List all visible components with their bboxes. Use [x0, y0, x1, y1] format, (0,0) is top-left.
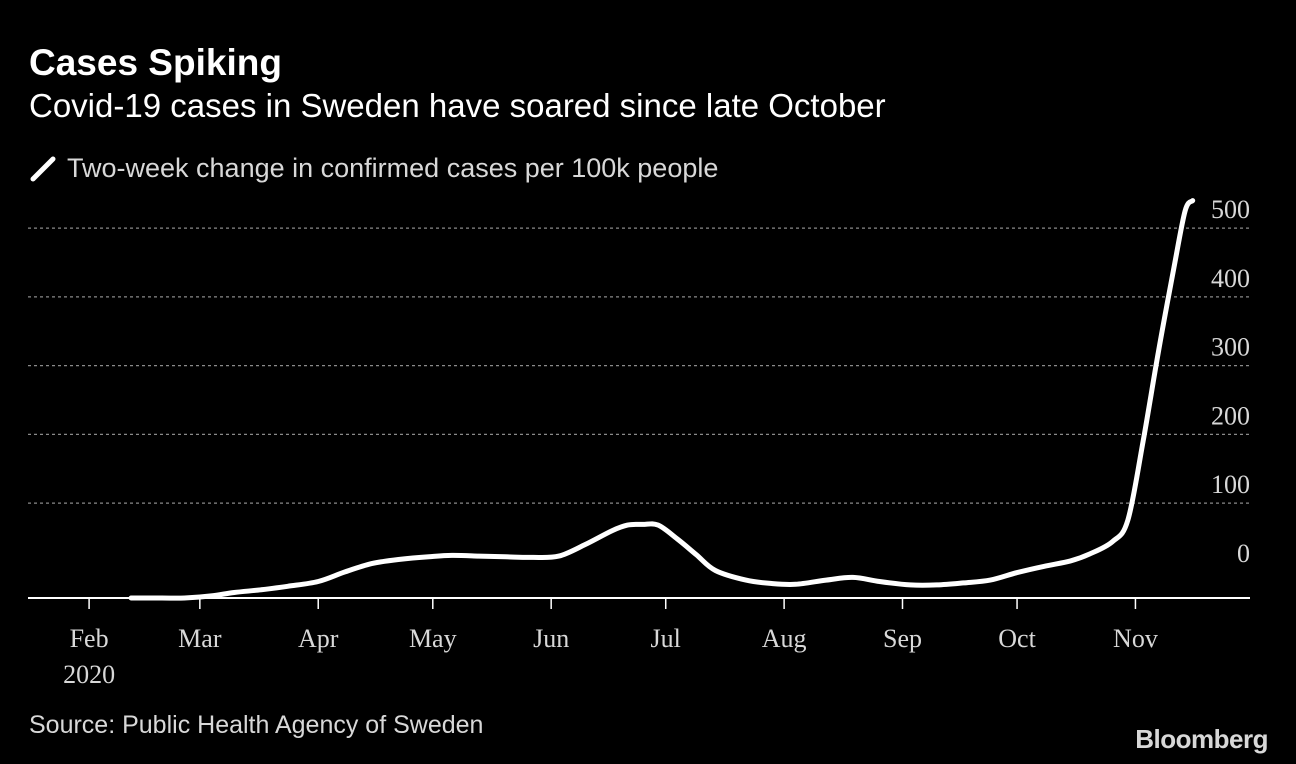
- line-swatch-icon: [30, 156, 56, 182]
- y-tick-label-100: 100: [1211, 470, 1250, 499]
- source-note: Source: Public Health Agency of Sweden: [29, 711, 484, 739]
- chart-title: Cases Spiking: [29, 42, 282, 83]
- y-tick-label-400: 400: [1211, 264, 1250, 293]
- x-tick-label-apr: Apr: [298, 624, 339, 653]
- x-tick-label-nov: Nov: [1113, 624, 1158, 653]
- x-tick-label-may: May: [409, 624, 457, 653]
- x-tick-label-oct: Oct: [998, 624, 1036, 653]
- x-tick-label-mar: Mar: [178, 624, 222, 653]
- x-tick-label-sep: Sep: [883, 624, 922, 653]
- y-tick-label-200: 200: [1211, 401, 1250, 430]
- x-tick-label-aug: Aug: [762, 624, 807, 653]
- y-tick-label-0: 0: [1237, 539, 1250, 568]
- x-tick-sublabel-2020: 2020: [63, 660, 115, 689]
- x-tick-label-jun: Jun: [533, 624, 569, 653]
- bloomberg-logo: Bloomberg: [1135, 724, 1268, 754]
- legend-label: Two-week change in confirmed cases per 1…: [67, 153, 719, 183]
- chart-legend: Two-week change in confirmed cases per 1…: [29, 150, 718, 186]
- chart-subtitle: Covid-19 cases in Sweden have soared sin…: [29, 87, 886, 124]
- y-tick-label-500: 500: [1211, 195, 1250, 224]
- y-tick-label-300: 300: [1211, 333, 1250, 362]
- series-line-0: [128, 198, 1196, 601]
- x-tick-label-jul: Jul: [651, 624, 681, 653]
- x-tick-label-feb: Feb: [70, 624, 109, 653]
